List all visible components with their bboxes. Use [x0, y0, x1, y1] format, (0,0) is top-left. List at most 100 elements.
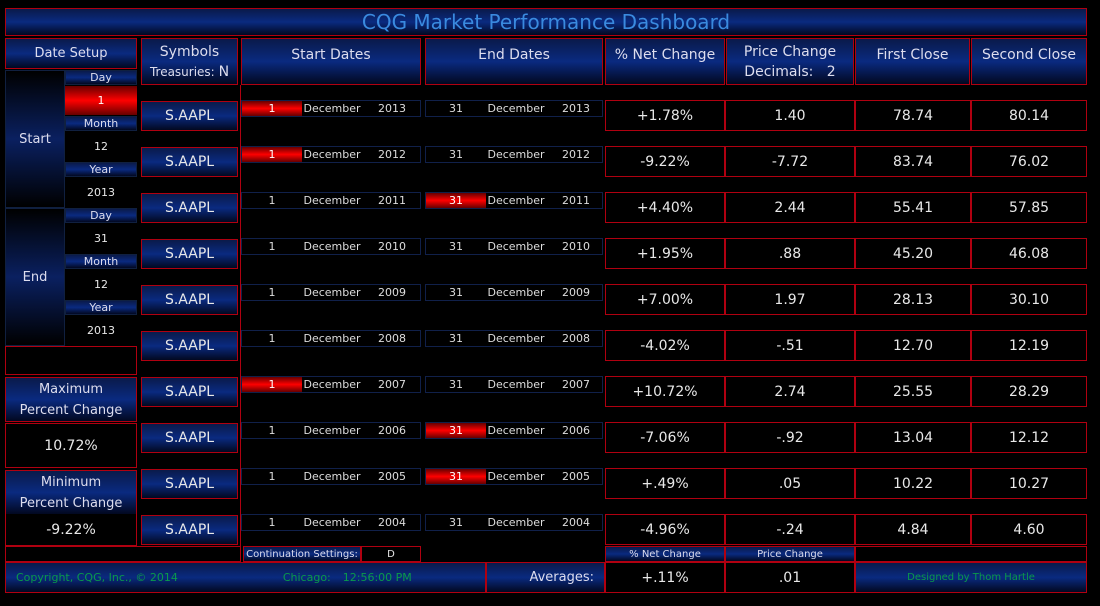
start-year: 2013 [378, 102, 406, 115]
start-day[interactable]: 1 [242, 147, 302, 162]
symbol-button[interactable]: S.AAPL [141, 377, 238, 407]
end-day[interactable]: 31 [426, 193, 486, 208]
symbol-button[interactable]: S.AAPL [141, 101, 238, 131]
first-close-cell: 83.74 [855, 146, 971, 177]
second-close-cell: 76.02 [971, 146, 1087, 177]
start-day[interactable]: 1 [268, 424, 276, 437]
continuation-label: Continuation Settings: [243, 546, 361, 562]
end-year: 2007 [562, 378, 590, 391]
end-month-input[interactable]: 12 [65, 270, 137, 299]
net-change-cell: +4.40% [605, 192, 725, 223]
end-month: December [487, 378, 545, 391]
start-date[interactable]: 1 December 2006 [241, 422, 421, 439]
end-date[interactable]: 31 December 2013 [425, 100, 603, 117]
end-month: December [487, 102, 545, 115]
end-date[interactable]: 31 December 2008 [425, 330, 603, 347]
end-day-input[interactable]: 31 [65, 224, 137, 253]
symbol-button[interactable]: S.AAPL [141, 469, 238, 499]
end-date[interactable]: 31 December 2007 [425, 376, 603, 393]
decimals-value[interactable]: 2 [826, 63, 836, 80]
treasuries-setting[interactable]: Treasuries: N [150, 64, 229, 80]
start-month: December [303, 424, 361, 437]
end-day[interactable]: 31 [426, 469, 486, 484]
bottom-right-spacer [855, 546, 1087, 562]
treasuries-value[interactable]: N [218, 63, 230, 80]
end-month: December [487, 516, 545, 529]
end-day[interactable]: 31 [449, 378, 463, 391]
end-day[interactable]: 31 [449, 148, 463, 161]
end-year: 2008 [562, 332, 590, 345]
start-year-input[interactable]: 2013 [65, 178, 137, 207]
continuation-value[interactable]: D [361, 546, 421, 562]
symbol-button[interactable]: S.AAPL [141, 331, 238, 361]
end-year: 2004 [562, 516, 590, 529]
start-dates-header: Start Dates [241, 38, 421, 85]
end-date[interactable]: 31 December 2011 [425, 192, 603, 209]
start-month-input[interactable]: 12 [65, 132, 137, 161]
second-close-cell: 30.10 [971, 284, 1087, 315]
start-day[interactable]: 1 [268, 470, 276, 483]
symbol-button[interactable]: S.AAPL [141, 515, 238, 545]
start-year-label: Year [65, 162, 137, 177]
end-day[interactable]: 31 [426, 423, 486, 438]
left-spacer [5, 346, 137, 375]
end-date[interactable]: 31 December 2005 [425, 468, 603, 485]
second-close-cell: 57.85 [971, 192, 1087, 223]
decimals-setting[interactable]: Decimals: 2 [744, 64, 835, 80]
end-date[interactable]: 31 December 2012 [425, 146, 603, 163]
start-day[interactable]: 1 [268, 332, 276, 345]
start-day[interactable]: 1 [242, 101, 302, 116]
price-change-cell: 2.74 [725, 376, 855, 407]
start-day[interactable]: 1 [268, 240, 276, 253]
end-day[interactable]: 31 [449, 516, 463, 529]
start-date[interactable]: 1 December 2009 [241, 284, 421, 301]
symbol-button[interactable]: S.AAPL [141, 147, 238, 177]
start-day[interactable]: 1 [242, 377, 302, 392]
symbol-button[interactable]: S.AAPL [141, 285, 238, 315]
start-date[interactable]: 1 December 2008 [241, 330, 421, 347]
average-price-change: .01 [725, 562, 855, 593]
end-year-label: Year [65, 300, 137, 315]
net-change-cell: +1.78% [605, 100, 725, 131]
start-month: December [303, 378, 361, 391]
symbol-button[interactable]: S.AAPL [141, 193, 238, 223]
end-date[interactable]: 31 December 2006 [425, 422, 603, 439]
start-date[interactable]: 1 December 2004 [241, 514, 421, 531]
end-day[interactable]: 31 [449, 286, 463, 299]
start-day[interactable]: 1 [268, 286, 276, 299]
start-month: December [303, 194, 361, 207]
decimals-label: Decimals: [744, 63, 814, 80]
end-date[interactable]: 31 December 2010 [425, 238, 603, 255]
first-close-header: First Close [855, 38, 970, 85]
second-close-cell: 12.12 [971, 422, 1087, 453]
max-percent-label: Maximum Percent Change [5, 377, 137, 422]
end-day[interactable]: 31 [449, 102, 463, 115]
start-date[interactable]: 1 December 2005 [241, 468, 421, 485]
end-day[interactable]: 31 [449, 332, 463, 345]
price-change-cell: 1.97 [725, 284, 855, 315]
symbol-button[interactable]: S.AAPL [141, 239, 238, 269]
start-date[interactable]: 1 December 2007 [241, 376, 421, 393]
end-year-input[interactable]: 2013 [65, 316, 137, 345]
start-day-input[interactable]: 1 [65, 86, 137, 115]
start-month: December [303, 286, 361, 299]
price-change-cell: 1.40 [725, 100, 855, 131]
second-close-header: Second Close [971, 38, 1087, 85]
price-change-cell: .88 [725, 238, 855, 269]
min-percent-value: -9.22% [5, 514, 137, 546]
start-date[interactable]: 1 December 2011 [241, 192, 421, 209]
symbol-button[interactable]: S.AAPL [141, 423, 238, 453]
start-year: 2005 [378, 470, 406, 483]
end-year: 2010 [562, 240, 590, 253]
start-date[interactable]: 1 December 2010 [241, 238, 421, 255]
start-month: December [303, 240, 361, 253]
start-day[interactable]: 1 [268, 194, 276, 207]
price-change-cell: -.24 [725, 514, 855, 545]
start-date[interactable]: 1 December 2012 [241, 146, 421, 163]
end-date[interactable]: 31 December 2004 [425, 514, 603, 531]
net-change-cell: -4.02% [605, 330, 725, 361]
start-day[interactable]: 1 [268, 516, 276, 529]
start-date[interactable]: 1 December 2013 [241, 100, 421, 117]
end-day[interactable]: 31 [449, 240, 463, 253]
end-date[interactable]: 31 December 2009 [425, 284, 603, 301]
